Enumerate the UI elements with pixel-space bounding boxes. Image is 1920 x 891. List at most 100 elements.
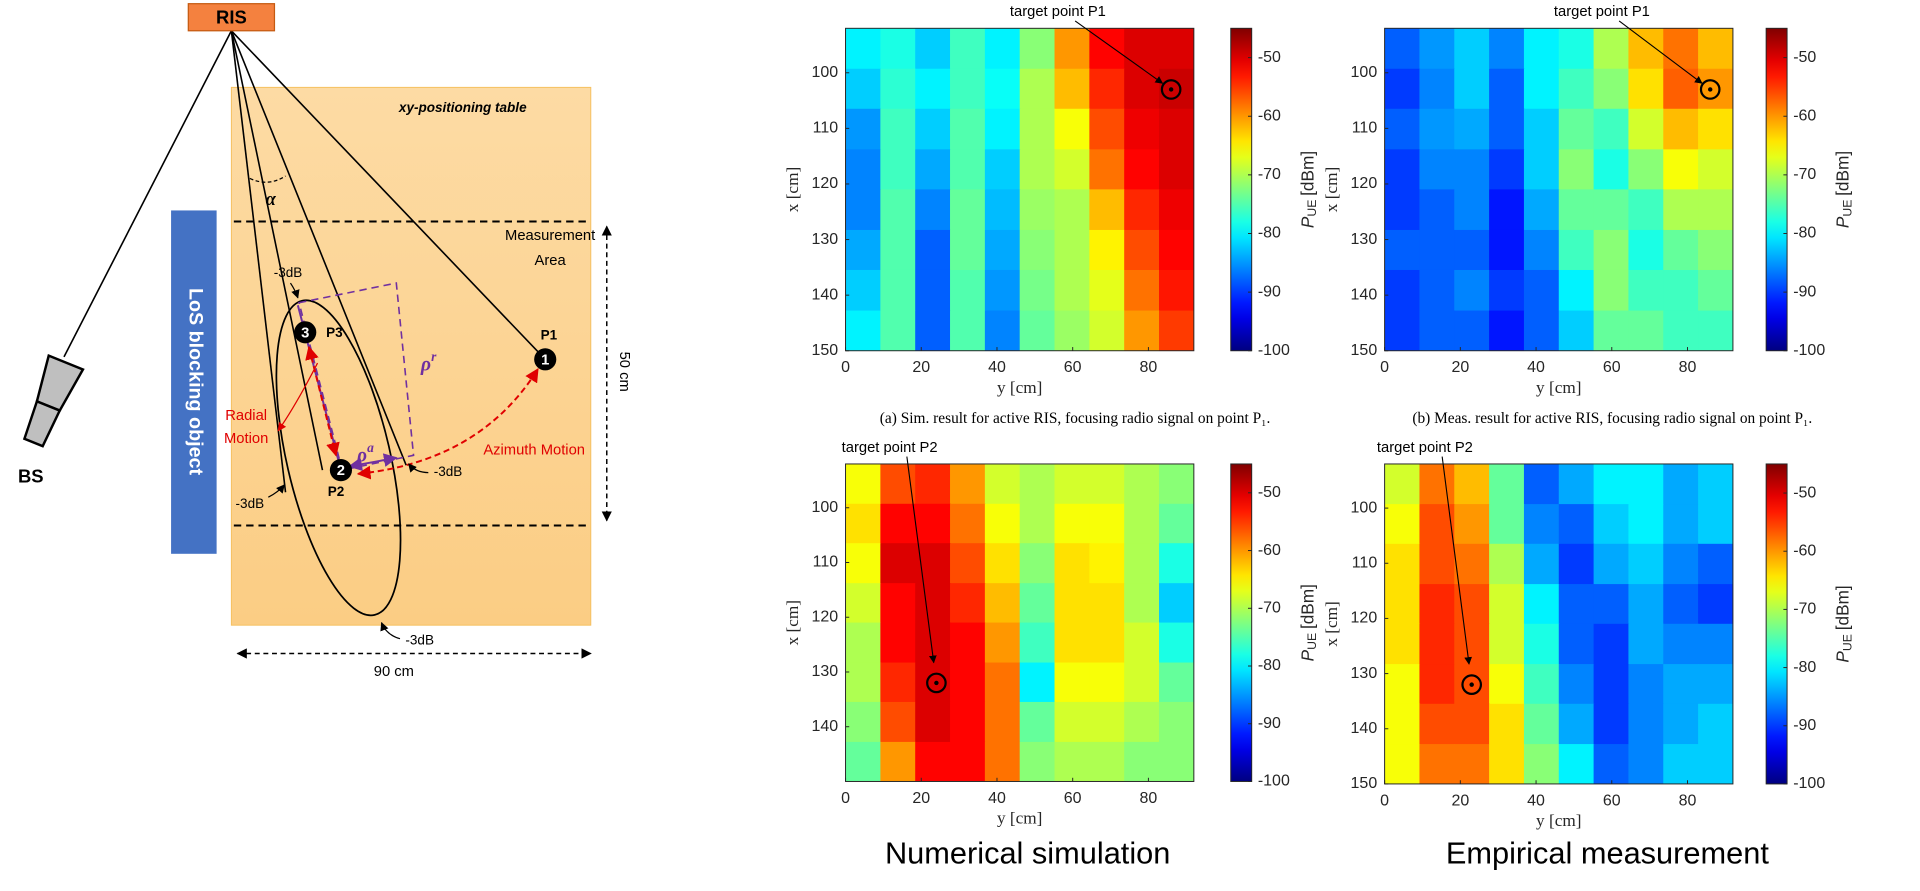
- heatmap-cell: [1698, 744, 1733, 784]
- heatmap-cell: [1384, 744, 1421, 784]
- subscript: UE: [1841, 200, 1855, 217]
- heatmap-cell: [1384, 463, 1421, 505]
- heatmap-cell: [845, 583, 882, 624]
- heatmap-cell: [1558, 463, 1595, 505]
- heatmap-cell: [845, 463, 882, 505]
- y-axis-label: x [cm]: [1322, 167, 1341, 212]
- heatmap-cell: [1159, 741, 1194, 782]
- colorbar-tick-label: -70: [1258, 600, 1281, 617]
- heatmap-cell: [1054, 503, 1091, 545]
- heatmap-cell: [1663, 543, 1699, 585]
- heatmap-cell: [1384, 189, 1421, 231]
- heatmap-cell: [984, 269, 1021, 312]
- heatmap-cell: [1124, 28, 1160, 70]
- heatmap-cell: [1159, 583, 1194, 624]
- heatmap-cell: [950, 229, 986, 272]
- heatmap-cell: [1593, 269, 1630, 312]
- y-tick-label: 100: [1351, 499, 1378, 516]
- heatmap-cell: [1558, 68, 1595, 110]
- db-label: -3dB: [405, 633, 434, 648]
- heatmap-cell: [1593, 28, 1630, 70]
- plot-frame: [1384, 27, 1734, 352]
- x-tick-label: 40: [1527, 792, 1545, 809]
- heatmap-cell: [1628, 463, 1664, 505]
- heatmap-cell: [1019, 269, 1056, 312]
- heatmap-cell: [1124, 68, 1160, 110]
- colorbar-label: PUE [dBm]: [1832, 585, 1855, 662]
- table-label: xy-positioning table: [398, 100, 527, 115]
- colorbar: [1765, 27, 1788, 352]
- target-point: [1461, 674, 1483, 695]
- heatmap-cell: [915, 583, 951, 624]
- colorbar-tick-label: -70: [1258, 166, 1281, 183]
- point-label: P1: [541, 328, 558, 343]
- heatmap-cell: [1054, 310, 1091, 351]
- x-tick-label: 40: [988, 359, 1006, 376]
- y-tick-label: 120: [811, 608, 838, 625]
- heatmap-cell: [950, 741, 986, 782]
- heatmap-cell: [1384, 664, 1421, 705]
- point-marker: [534, 348, 557, 371]
- heatmap-cell: [1019, 503, 1056, 545]
- heatmap-cell: [1454, 28, 1490, 70]
- dimension-label: 90 cm: [374, 664, 414, 680]
- heatmap-cell: [1523, 623, 1560, 665]
- heatmap-cell: [1089, 622, 1125, 664]
- heatmap-cell: [880, 229, 916, 272]
- heatmap-cell: [1628, 664, 1664, 705]
- heatmap-cell: [915, 149, 951, 191]
- heatmap-cell: [1454, 229, 1490, 272]
- heatmap-cell: [950, 310, 986, 351]
- heatmap-cell: [1124, 543, 1160, 584]
- heatmap-cell: [950, 149, 986, 191]
- x-tick-label: 20: [912, 790, 930, 807]
- heatmap-cell: [1628, 149, 1664, 191]
- heatmap-cell: [1663, 584, 1699, 625]
- plot-frame: [845, 27, 1195, 352]
- heatmap-cell: [845, 662, 882, 703]
- y-tick-label: 100: [811, 499, 838, 516]
- heatmap-cell: [1419, 149, 1456, 191]
- heatmap-cell: [1124, 108, 1160, 150]
- heatmap-cell: [984, 503, 1021, 545]
- heatmap-cell: [915, 108, 951, 150]
- heatmap-cell: [1019, 543, 1056, 584]
- beam-line: [63, 30, 233, 358]
- unit: [dBm]: [1832, 585, 1852, 630]
- symbol: P: [1297, 216, 1317, 228]
- heatmap-cell: [950, 543, 986, 584]
- colorbar-tick-label: -80: [1258, 225, 1281, 242]
- heatmap-cell: [1663, 623, 1699, 665]
- heatmap-cell: [984, 701, 1021, 743]
- heatmap-cell: [950, 68, 986, 110]
- x-tick-label: 20: [1451, 359, 1469, 376]
- colorbar: [1230, 27, 1253, 352]
- heatmap-cell: [1489, 108, 1525, 150]
- db-label: -3dB: [274, 265, 303, 280]
- heatmap-cell: [984, 28, 1021, 70]
- x-tick-label: 0: [841, 359, 850, 376]
- y-tick-label: 110: [813, 120, 839, 137]
- heatmap: [845, 463, 1194, 782]
- heatmap-cell: [1593, 703, 1630, 745]
- heatmap-cell: [984, 662, 1021, 703]
- radial-pointer: [277, 362, 319, 432]
- heatmap-cell: [1558, 28, 1595, 70]
- heatmap-cell: [1489, 68, 1525, 110]
- y-tick-label: 120: [811, 175, 838, 192]
- heatmap-cell: [1089, 149, 1125, 191]
- target-dot: [934, 680, 939, 686]
- rho-r-label: ρr: [420, 349, 437, 375]
- heatmap-cell: [845, 701, 882, 743]
- heatmap-cell: [1159, 503, 1194, 545]
- heatmap-cell: [915, 741, 951, 782]
- colorbar-tick-label: -90: [1793, 283, 1816, 300]
- db-pointer: [268, 484, 285, 498]
- heatmap-cell: [1019, 463, 1056, 505]
- heatmap-cell: [1558, 584, 1595, 625]
- heatmap-cell: [1089, 269, 1125, 312]
- heatmap-cell: [950, 503, 986, 545]
- heatmap-cell: [1628, 310, 1664, 351]
- heatmap-cell: [1663, 149, 1699, 191]
- heatmap-cell: [1384, 584, 1421, 625]
